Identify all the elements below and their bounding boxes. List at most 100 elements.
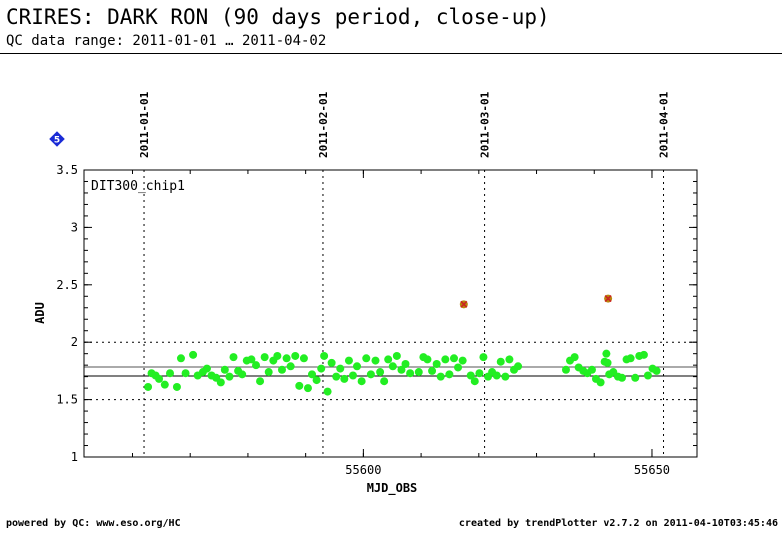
data-point <box>286 362 295 371</box>
y-tick-label: 3.5 <box>56 163 78 177</box>
date-marker-label: 2011-03-01 <box>479 91 492 158</box>
data-point <box>631 373 640 382</box>
data-point <box>514 362 523 371</box>
x-tick-label: 55600 <box>345 463 381 477</box>
data-point <box>357 377 366 386</box>
diamond-icon <box>49 131 65 147</box>
footer-created: created by trendPlotter v2.7.2 on 2011-0… <box>458 518 778 529</box>
data-point <box>371 356 380 365</box>
data-point <box>348 371 357 380</box>
data-point <box>256 377 265 386</box>
y-tick-label: 1 <box>71 450 78 464</box>
badge-label: 5 <box>54 136 60 146</box>
x-axis-title: MJD_OBS <box>367 481 418 496</box>
data-point <box>384 355 393 364</box>
panel-label: DIT300_chip1 <box>91 179 185 194</box>
data-point <box>475 369 484 378</box>
data-point <box>626 354 635 363</box>
data-point <box>445 370 454 379</box>
data-point <box>176 354 185 363</box>
data-point <box>264 368 273 377</box>
data-point <box>496 357 505 366</box>
data-point <box>643 371 652 380</box>
data-point <box>380 377 389 386</box>
data-point <box>189 350 198 359</box>
data-point <box>332 372 341 381</box>
data-point <box>449 354 458 363</box>
data-point <box>639 350 648 359</box>
data-point <box>252 361 261 370</box>
data-point <box>501 372 510 381</box>
y-tick-label: 2 <box>71 335 78 349</box>
data-point <box>428 366 437 375</box>
data-point <box>260 353 269 362</box>
header-divider <box>0 53 782 54</box>
data-point <box>299 354 308 363</box>
data-point <box>216 378 225 387</box>
data-point <box>291 351 300 360</box>
footer-credit: powered by QC: www.eso.org/HC <box>6 518 181 529</box>
data-point <box>160 380 169 389</box>
date-marker-label: 2011-04-01 <box>658 91 671 158</box>
version-badge: 5 <box>49 131 65 147</box>
data-point <box>652 366 661 375</box>
data-point <box>376 368 385 377</box>
data-point <box>470 377 479 386</box>
data-point <box>602 349 611 358</box>
data-point <box>172 382 181 391</box>
data-point <box>397 365 406 374</box>
data-point <box>225 372 234 381</box>
data-point <box>144 382 153 391</box>
data-point <box>327 358 336 367</box>
y-tick-label: 1.5 <box>56 393 78 407</box>
data-point <box>202 364 211 373</box>
data-point <box>388 362 397 371</box>
data-point <box>458 356 467 365</box>
data-point <box>392 351 401 360</box>
data-point <box>238 370 247 379</box>
data-point <box>282 354 291 363</box>
chart-subtitle: QC data range: 2011-01-01 … 2011-04-02 <box>6 33 327 49</box>
outlier-cross <box>460 300 468 308</box>
data-point <box>423 355 432 364</box>
data-point <box>247 355 256 364</box>
data-point <box>317 364 326 373</box>
data-point <box>336 364 345 373</box>
data-point <box>596 378 605 387</box>
data-point <box>307 370 316 379</box>
data-point <box>561 365 570 374</box>
data-point <box>466 371 475 380</box>
data-point <box>366 370 375 379</box>
data-point <box>277 365 286 374</box>
x-tick-label: 55650 <box>634 463 670 477</box>
chart-title: CRIRES: DARK RON (90 days period, close-… <box>6 5 550 29</box>
data-point <box>436 372 445 381</box>
data-point <box>303 384 312 393</box>
data-point <box>340 374 349 383</box>
data-point <box>320 351 329 360</box>
data-point <box>323 387 332 396</box>
plot-frame <box>83 169 698 458</box>
data-point <box>362 354 371 363</box>
data-point <box>479 353 488 362</box>
data-point <box>181 369 190 378</box>
data-point <box>492 371 501 380</box>
data-point <box>505 355 514 364</box>
data-point <box>344 356 353 365</box>
data-point <box>155 374 164 383</box>
data-point <box>603 358 612 367</box>
date-marker-label: 2011-02-01 <box>317 91 330 158</box>
data-point <box>617 373 626 382</box>
data-point <box>273 351 282 360</box>
data-point <box>295 381 304 390</box>
data-point <box>229 353 238 362</box>
data-point <box>353 362 362 371</box>
date-marker-label: 2011-01-01 <box>138 91 151 158</box>
data-point <box>441 355 450 364</box>
data-point <box>401 360 410 369</box>
data-point <box>220 365 229 374</box>
plot-area: 2011-01-01 2011-02-01 2011-03-01 2011-04-01… <box>56 91 698 477</box>
y-axis-title: ADU <box>33 302 47 324</box>
data-point <box>406 369 415 378</box>
